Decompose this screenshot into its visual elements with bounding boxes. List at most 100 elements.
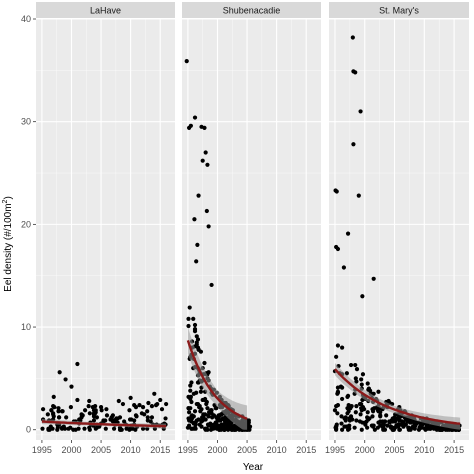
data-point xyxy=(87,425,92,430)
fit-line xyxy=(186,340,248,420)
data-point xyxy=(339,414,344,419)
data-point xyxy=(87,398,92,404)
data-point xyxy=(359,427,364,432)
data-point xyxy=(335,411,340,416)
facet-strip-label: LaHave xyxy=(90,6,121,16)
data-point xyxy=(163,416,168,421)
facet-strip xyxy=(329,2,469,18)
data-point xyxy=(218,418,223,423)
data-point xyxy=(372,427,377,432)
data-point xyxy=(356,193,361,198)
x-axis: 1995 2000 2005 2010 2015 1995 2000 2005 2010 2015… xyxy=(32,440,464,455)
x-tick-label: 2005 xyxy=(237,445,257,455)
x-tick-label: 2010 xyxy=(121,445,141,455)
data-point xyxy=(191,421,196,426)
data-point xyxy=(348,414,354,419)
facet-strip-label: St. Mary's xyxy=(379,6,419,16)
x-tick-label: 1995 xyxy=(325,445,345,455)
data-point xyxy=(191,316,196,321)
data-point xyxy=(197,404,202,409)
data-point xyxy=(50,426,55,431)
data-point xyxy=(98,405,104,410)
fit-line xyxy=(41,420,167,428)
data-point xyxy=(206,224,211,229)
data-point xyxy=(202,125,207,130)
data-point xyxy=(378,419,383,424)
data-point xyxy=(381,425,386,430)
data-point xyxy=(185,425,191,430)
x-tick-label: 2000 xyxy=(207,445,227,455)
data-point xyxy=(207,410,212,415)
data-point xyxy=(385,423,390,428)
data-point xyxy=(353,70,358,75)
data-point xyxy=(51,394,56,399)
data-point xyxy=(193,426,198,431)
data-point xyxy=(192,329,198,334)
data-point xyxy=(335,343,341,348)
data-point xyxy=(209,282,214,288)
data-point xyxy=(103,426,108,431)
data-point xyxy=(199,424,204,429)
data-point xyxy=(198,389,204,394)
data-point xyxy=(68,405,73,410)
data-point xyxy=(127,417,133,422)
data-point xyxy=(149,404,155,409)
data-point xyxy=(93,404,98,409)
data-point xyxy=(403,422,408,427)
data-point xyxy=(357,419,363,424)
data-point xyxy=(142,412,147,417)
data-point xyxy=(192,409,198,414)
data-point xyxy=(340,345,345,350)
data-point xyxy=(376,389,381,394)
y-axis-title-tail: ) xyxy=(3,196,14,199)
data-point xyxy=(435,425,441,430)
x-tick-label: 1995 xyxy=(32,445,52,455)
data-point xyxy=(413,423,418,428)
data-point xyxy=(91,418,97,423)
data-point xyxy=(384,413,389,418)
data-point xyxy=(164,401,169,407)
data-point xyxy=(137,402,142,408)
data-point xyxy=(199,407,204,412)
data-point xyxy=(148,419,153,424)
data-point xyxy=(204,401,209,407)
x-tick-label: 2015 xyxy=(296,445,316,455)
data-point xyxy=(397,427,402,432)
facet-strip-label: Shubenacadie xyxy=(223,6,281,16)
data-point xyxy=(359,382,364,387)
data-point xyxy=(340,385,345,390)
y-axis-title-superscript: 2 xyxy=(2,199,9,203)
data-point xyxy=(247,424,253,429)
y-tick-label: 10 xyxy=(21,322,31,332)
panel-2: Shubenacadie xyxy=(182,2,321,440)
data-point xyxy=(189,380,194,385)
data-point xyxy=(40,426,45,431)
data-point xyxy=(378,413,383,418)
data-point xyxy=(334,424,339,429)
data-point xyxy=(217,424,222,429)
data-point xyxy=(202,360,207,366)
data-point xyxy=(187,305,192,310)
x-tick-label: 2000 xyxy=(355,445,375,455)
data-point xyxy=(133,427,138,432)
data-point xyxy=(104,407,109,412)
data-point xyxy=(365,381,370,386)
fit-line xyxy=(334,368,461,425)
data-point xyxy=(79,412,84,417)
data-point xyxy=(55,425,60,430)
data-point xyxy=(104,413,110,418)
data-point xyxy=(127,408,132,413)
data-point xyxy=(189,426,195,431)
data-point xyxy=(94,425,100,430)
y-tick-label: 20 xyxy=(21,219,31,229)
data-point xyxy=(196,417,201,422)
data-point xyxy=(40,407,46,412)
x-tick-label: 2015 xyxy=(150,445,170,455)
data-point xyxy=(226,421,231,426)
data-point xyxy=(200,415,205,420)
data-point xyxy=(194,401,199,407)
data-point xyxy=(352,425,357,430)
panel-3: St. Mary's xyxy=(329,2,469,440)
data-point xyxy=(351,142,356,147)
